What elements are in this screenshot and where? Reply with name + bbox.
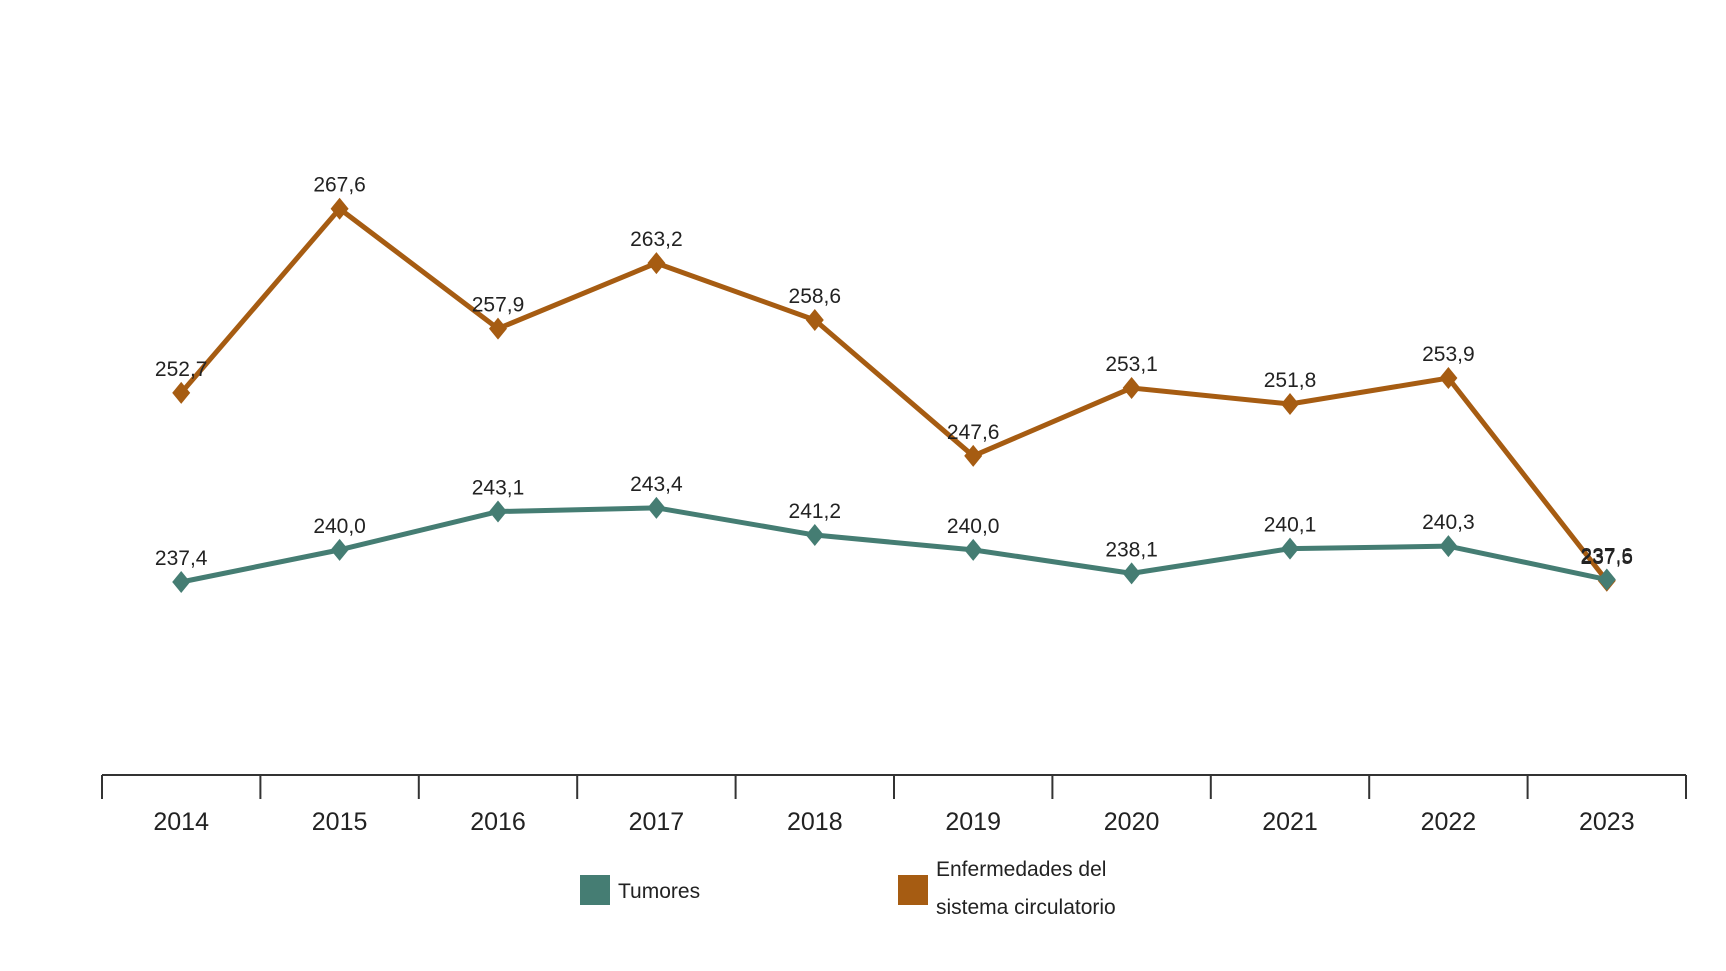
data-point-marker (964, 538, 983, 561)
data-label: 267,6 (313, 174, 366, 197)
data-point-marker (647, 496, 666, 519)
data-label: 243,1 (472, 477, 525, 500)
legend: Tumores Enfermedades del sistema circulato… (580, 858, 1116, 919)
data-label: 240,1 (1264, 514, 1317, 537)
series-group: 252,7 267,6 257,9 263,2 258,6 247,6 253,1 251,8… (155, 174, 1633, 593)
data-point-marker (1439, 367, 1458, 390)
legend-swatch-tumores (580, 875, 610, 905)
x-tick-label: 2021 (1262, 808, 1318, 836)
data-point-marker (172, 381, 191, 404)
x-tick-label: 2020 (1104, 808, 1160, 836)
data-label: 257,9 (472, 294, 525, 317)
data-point-marker (330, 538, 349, 561)
legend-swatch-circulatorio (898, 875, 928, 905)
series-tumores (172, 496, 1616, 593)
data-point-marker (1281, 393, 1299, 416)
series-line (180, 505, 1608, 585)
data-point-marker (1122, 376, 1141, 399)
data-label: 252,7 (155, 358, 208, 381)
data-point-marker (805, 308, 824, 331)
data-point-marker (489, 500, 507, 523)
data-label: 238,1 (1105, 538, 1158, 561)
data-label: 240,0 (947, 515, 1000, 538)
x-tick-label: 2022 (1421, 808, 1477, 836)
data-point-marker (489, 317, 507, 340)
data-label: 263,2 (630, 228, 683, 251)
data-point-marker (172, 571, 191, 593)
data-point-marker (964, 444, 983, 467)
data-point-marker (1122, 562, 1141, 585)
legend-label-tumores: Tumores (618, 880, 700, 903)
data-label: 237,4 (155, 547, 208, 570)
data-label: 258,6 (789, 285, 842, 308)
data-point-marker (1597, 568, 1616, 591)
data-label: 240,0 (313, 515, 366, 538)
legend-label-circulatorio: Enfermedades del (936, 858, 1106, 881)
data-label: 241,2 (789, 500, 842, 523)
legend-label-circulatorio: sistema circulatorio (936, 896, 1116, 919)
x-tick-label: 2018 (787, 808, 843, 836)
x-tick-label: 2015 (312, 808, 368, 836)
series-line (179, 206, 1609, 583)
x-tick-label: 2023 (1579, 808, 1635, 836)
data-label: 243,4 (630, 473, 683, 496)
data-label: 253,9 (1422, 343, 1475, 366)
x-tick-label: 2014 (153, 808, 209, 836)
series-circulatorio (172, 197, 1616, 592)
x-axis: 2014 2015 2016 2017 2018 2019 2020 2021 2022 2023 (101, 774, 1687, 836)
data-point-marker (1281, 537, 1299, 560)
data-label: 240,3 (1422, 511, 1475, 534)
x-tick-label: 2017 (629, 808, 685, 836)
data-label: 237,5 (1581, 546, 1634, 569)
x-tick-label: 2016 (470, 808, 526, 836)
data-point-marker (805, 524, 824, 547)
x-tick-label: 2019 (945, 808, 1001, 836)
data-label: 237,6 (1581, 545, 1634, 568)
data-point-marker (330, 197, 349, 220)
data-label: 247,6 (947, 421, 1000, 444)
data-label: 253,1 (1105, 353, 1158, 376)
data-label: 251,8 (1264, 369, 1317, 392)
data-point-marker (647, 252, 666, 275)
data-point-marker (1439, 535, 1458, 558)
